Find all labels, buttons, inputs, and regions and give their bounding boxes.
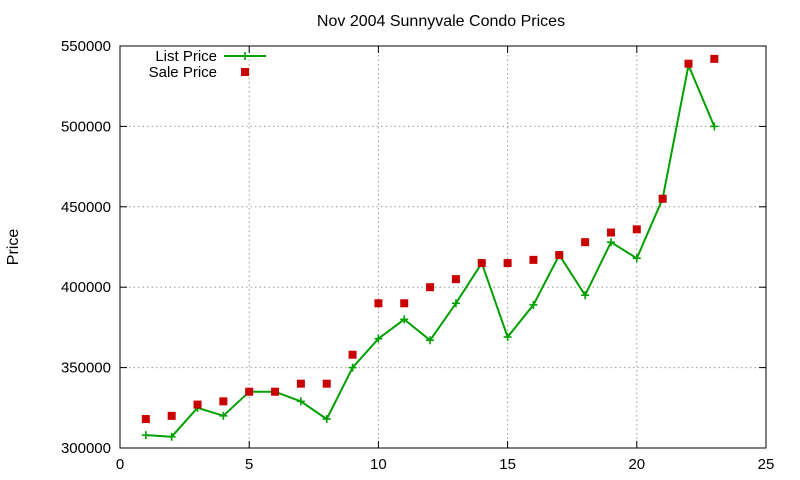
x-tick-label: 5 — [245, 456, 253, 473]
list-price-point — [322, 415, 331, 424]
sale-price-point — [400, 299, 409, 308]
y-axis-label: Price — [5, 229, 22, 266]
list-price-point — [581, 291, 590, 300]
sale-price-point — [503, 259, 512, 268]
legend-sample-list-price-marker — [241, 52, 249, 60]
sale-price-point — [245, 387, 254, 396]
x-tick-label: 25 — [758, 456, 775, 473]
plot-frame — [119, 45, 767, 449]
sale-price-point — [141, 415, 150, 424]
sale-price-point — [167, 411, 176, 420]
sale-price-point — [426, 283, 435, 292]
sale-price-point — [529, 255, 538, 264]
y-tick-label: 550000 — [61, 38, 111, 55]
sale-price-point — [271, 387, 280, 396]
list-price-point — [167, 432, 176, 441]
list-price-point — [348, 363, 357, 372]
series-line-list-price — [145, 61, 716, 438]
sale-price-point — [632, 225, 641, 234]
list-price-point — [296, 397, 305, 406]
sale-price-point — [219, 397, 228, 406]
sale-price-point — [348, 350, 357, 359]
sale-price-point — [451, 275, 460, 284]
sale-price-point — [374, 299, 383, 308]
legend-sample-sale-price-marker — [241, 68, 249, 76]
legend-label-sale-price: Sale Price — [149, 64, 217, 81]
y-tick-label: 500000 — [61, 118, 111, 135]
y-tick-label: 400000 — [61, 279, 111, 296]
sale-price-point — [581, 238, 590, 247]
sale-price-point — [606, 228, 615, 237]
list-price-point — [141, 431, 150, 440]
y-tick-label: 300000 — [61, 440, 111, 457]
list-price-point — [219, 411, 228, 420]
sale-price-point — [296, 379, 305, 388]
sale-price-point — [555, 251, 564, 260]
legend: List Price Sale Price — [149, 48, 266, 81]
sale-price-point — [322, 379, 331, 388]
legend-label-list-price: List Price — [155, 48, 217, 65]
list-price-point — [374, 334, 383, 343]
sale-price-point — [193, 400, 202, 409]
grid — [120, 46, 766, 448]
y-tick-label: 350000 — [61, 360, 111, 377]
sale-price-point — [658, 194, 667, 203]
axes: 300000 350000 400000 450000 500000 550000 0 5 10… — [61, 38, 774, 473]
list-price-point — [529, 300, 538, 309]
x-tick-label: 20 — [628, 456, 645, 473]
list-price-point — [710, 122, 719, 131]
list-price-point — [606, 238, 615, 247]
x-tick-label: 15 — [499, 456, 516, 473]
sale-price-point — [477, 259, 486, 268]
list-price-point — [632, 254, 641, 263]
y-tick-label: 450000 — [61, 199, 111, 216]
series-layer — [141, 54, 719, 441]
list-price-point — [426, 336, 435, 345]
list-price-point — [503, 333, 512, 342]
sale-price-point — [710, 54, 719, 63]
x-tick-label: 0 — [116, 456, 124, 473]
list-price-point — [451, 299, 460, 308]
x-tick-label: 10 — [370, 456, 387, 473]
chart-title: Nov 2004 Sunnyvale Condo Prices — [317, 13, 565, 30]
sale-price-point — [684, 59, 693, 68]
list-price-point — [400, 315, 409, 324]
